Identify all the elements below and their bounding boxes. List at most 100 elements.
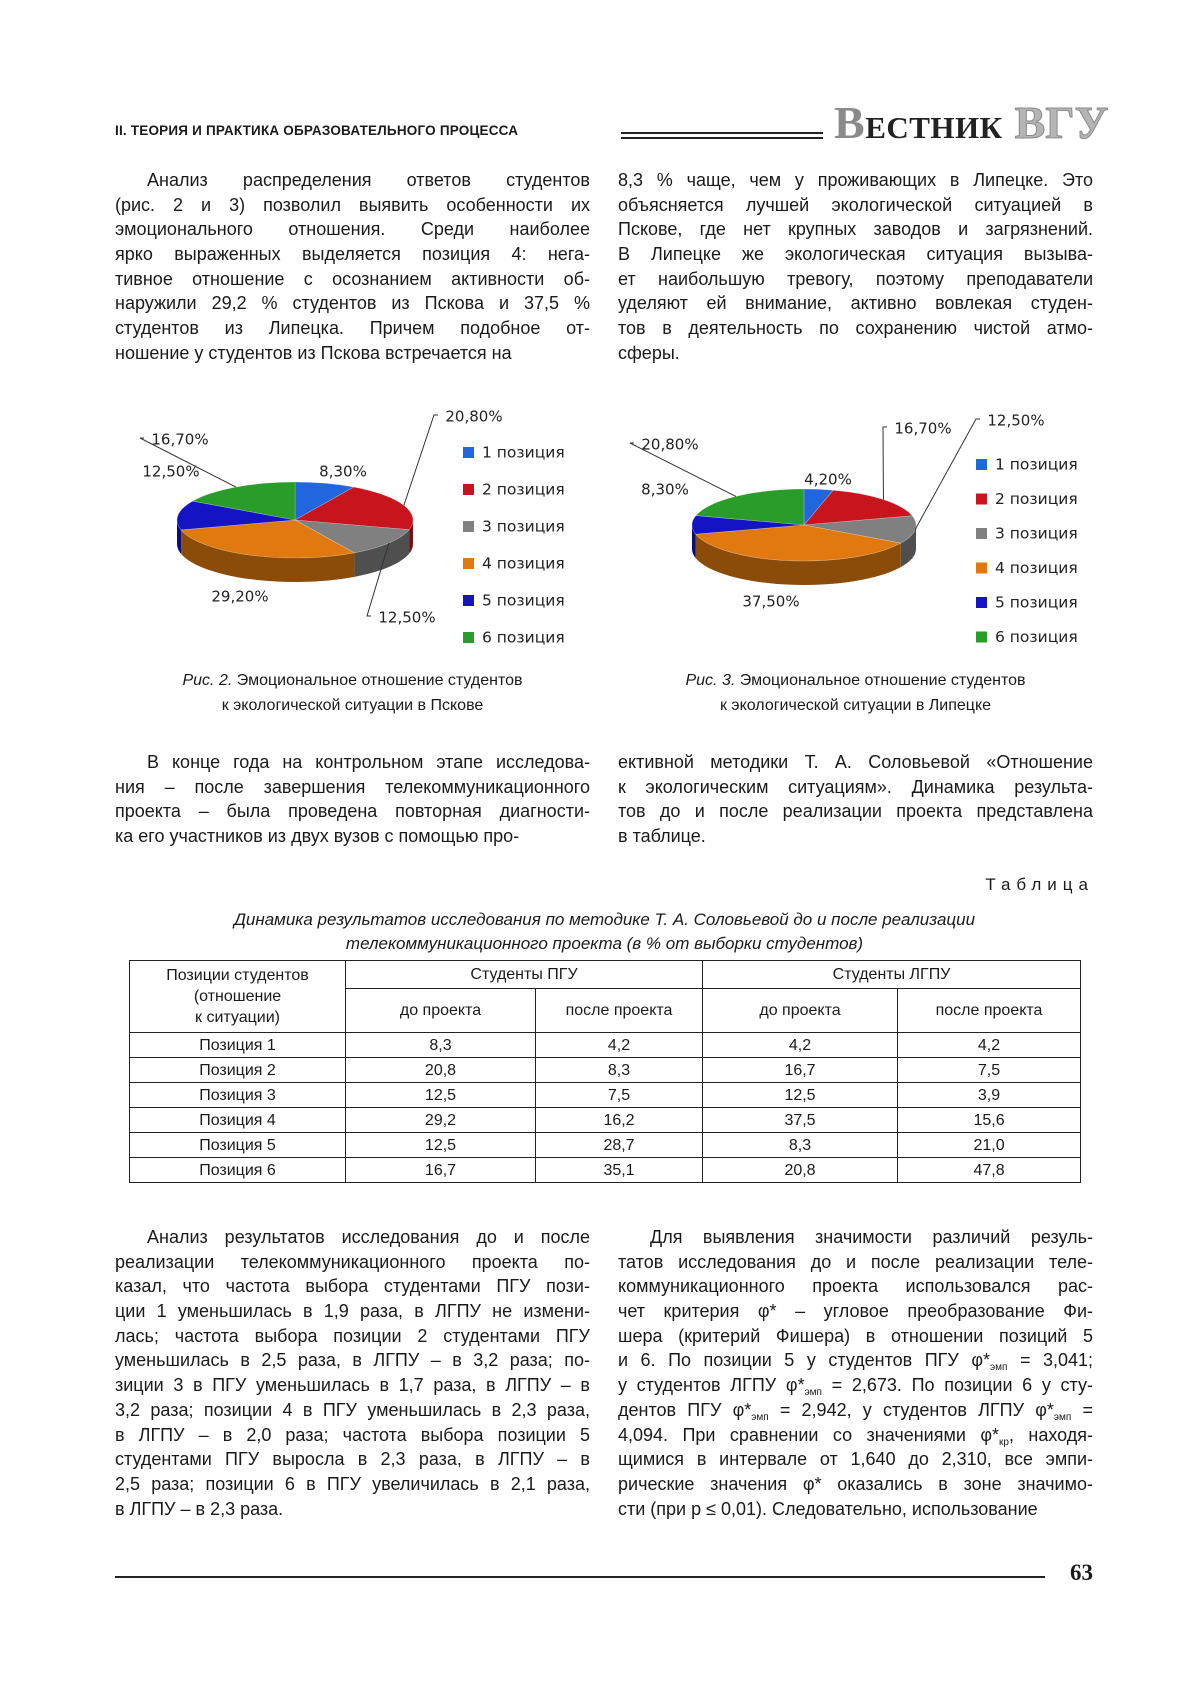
text-run: и 6. По позиции 5 у студентов ПГУ φ* <box>618 1350 990 1370</box>
text-column: Анализ результатов исследования до и пос… <box>115 1225 590 1521</box>
subscript: эмп <box>805 1387 822 1398</box>
legend-swatch <box>976 528 987 539</box>
text-line: ет наибольшую тревогу, поэтому преподава… <box>618 267 1093 292</box>
table-row: Позиция 18,34,24,24,2 <box>130 1033 1081 1058</box>
journal-abbr: ВГУ <box>1015 97 1109 148</box>
data-label: 8,30% <box>641 481 689 499</box>
table-cell: 35,1 <box>536 1158 703 1183</box>
table-cell: 7,5 <box>898 1058 1081 1083</box>
table-cell: 12,5 <box>346 1083 536 1108</box>
text-line: 4,094. При сравнении со значениями φ*кр,… <box>618 1423 1093 1448</box>
table-cell: 16,2 <box>536 1108 703 1133</box>
legend-swatch <box>463 484 474 495</box>
data-label: 29,20% <box>211 588 268 606</box>
text-line: коммуникационного проекта использовался … <box>618 1274 1093 1299</box>
column-header: до проекта <box>703 989 898 1033</box>
text-line: ективной методики Т. А. Соловьевой «Отно… <box>618 750 1093 775</box>
row-header: Позиция 5 <box>130 1133 346 1158</box>
legend-label: 2 позиция <box>995 490 1078 508</box>
data-label: 8,30% <box>319 463 367 481</box>
corner-text: Позиции студентов <box>166 967 309 984</box>
text-line: сти (при p ≤ 0,01). Следовательно, испол… <box>618 1497 1093 1522</box>
footer-rule <box>115 1576 1045 1578</box>
table-cell: 4,2 <box>898 1033 1081 1058</box>
table-title: Динамика результатов исследования по мет… <box>129 908 1080 956</box>
text-line: к экологическим ситуациям». Динамика рез… <box>618 775 1093 800</box>
journal-logo: ВЕСТНИКВГУ <box>834 96 1108 149</box>
table-cell: 20,8 <box>346 1058 536 1083</box>
figure-caption: Рис. 2. Эмоциональное отношение студенто… <box>115 668 590 718</box>
text-line: студентов из Липецка. Причем подобное от… <box>115 316 590 341</box>
text-column: Анализ распределения ответов студентов(р… <box>115 168 590 366</box>
text-line: уделяют ей внимание, активно вовлекая ст… <box>618 291 1093 316</box>
table-cell: 16,7 <box>703 1058 898 1083</box>
legend-swatch <box>463 447 474 458</box>
text-line: татов исследования до и после реализации… <box>618 1250 1093 1275</box>
text-line: ния – после завершения телекоммуникацион… <box>115 775 590 800</box>
legend-label: 3 позиция <box>482 518 565 536</box>
caption-text: к экологической ситуации в Пскове <box>222 697 484 714</box>
text-line: Пскове, где нет крупных заводов и загряз… <box>618 217 1093 242</box>
text-line: ции 1 уменьшилась в 1,9 раза, в ЛГПУ не … <box>115 1299 590 1324</box>
table-cell: 12,5 <box>703 1083 898 1108</box>
text-line: В Липецке же экологическая ситуация вызы… <box>618 242 1093 267</box>
data-label: 12,50% <box>142 463 199 481</box>
data-label: 16,70% <box>894 420 951 438</box>
legend-swatch <box>976 494 987 505</box>
subscript: эмп <box>990 1362 1007 1373</box>
text-line: рические значения φ* оказались в зоне зн… <box>618 1472 1093 1497</box>
text-line: лась; частота выбора позиции 2 студентам… <box>115 1324 590 1349</box>
legend-swatch <box>463 632 474 643</box>
legend-label: 3 позиция <box>995 525 1078 543</box>
subscript: эмп <box>1054 1412 1071 1423</box>
text-line: казал, что частота выбора студентами ПГУ… <box>115 1274 590 1299</box>
text-column: В конце года на контрольном этапе исслед… <box>115 750 590 849</box>
table-row: Позиция 512,528,78,321,0 <box>130 1133 1081 1158</box>
text-run: 4,094. При сравнении со значениями φ* <box>618 1425 999 1445</box>
table-body: Позиции студентов(отношениек ситуации)Ст… <box>130 961 1081 1183</box>
text-line: студентами ПГУ выросла в 2,3 раза, в ЛГП… <box>115 1447 590 1472</box>
table-cell: 8,3 <box>703 1133 898 1158</box>
subscript: эмп <box>751 1412 768 1423</box>
text-column: Для выявления значимости различий резуль… <box>618 1225 1093 1521</box>
data-label: 12,50% <box>378 609 435 627</box>
text-line: объясняется лучшей экологической ситуаци… <box>618 193 1093 218</box>
text-line: ярко выраженных выделяется позиция 4: не… <box>115 242 590 267</box>
data-label: 20,80% <box>641 436 698 454</box>
legend-swatch <box>463 521 474 532</box>
legend-label: 1 позиция <box>482 444 565 462</box>
legend-swatch <box>463 558 474 569</box>
caption-label: Рис. 2. <box>182 672 232 689</box>
row-header: Позиция 2 <box>130 1058 346 1083</box>
row-header: Позиция 4 <box>130 1108 346 1133</box>
text-line: чет критерия φ* – угловое преобразование… <box>618 1299 1093 1324</box>
row-header: Позиция 1 <box>130 1033 346 1058</box>
charts: 8,30% 20,80% 12,50% 29,20% 12,50% 16,70% 1 поз… <box>0 380 1200 670</box>
text-line: ка его участников из двух вузов с помощь… <box>115 824 590 849</box>
text-line: в ЛГПУ – в 2,3 раза. <box>115 1497 590 1522</box>
header-rule <box>621 132 823 139</box>
caption-text: Эмоциональное отношение студентов <box>740 672 1026 689</box>
text-run: у студентов ЛГПУ φ* <box>618 1375 805 1395</box>
table-cell: 21,0 <box>898 1133 1081 1158</box>
text-line: сферы. <box>618 341 1093 366</box>
text-line: реализации телекоммуникационного проекта… <box>115 1250 590 1275</box>
legend-label: 1 позиция <box>995 456 1078 474</box>
legend-swatch <box>976 632 987 643</box>
table-cell: 29,2 <box>346 1108 536 1133</box>
text-column: 8,3 % чаще, чем у проживающих в Липецке.… <box>618 168 1093 366</box>
table-cell: 47,8 <box>898 1158 1081 1183</box>
legend-label: 2 позиция <box>482 481 565 499</box>
table-cell: 8,3 <box>536 1058 703 1083</box>
text-line: (рис. 2 и 3) позволил выявить особенност… <box>115 193 590 218</box>
text-run: = 2,673. По позиции 6 у сту- <box>822 1375 1093 1395</box>
text-line: тов в деятельность по сохранению чистой … <box>618 316 1093 341</box>
table-cell: 28,7 <box>536 1133 703 1158</box>
column-header: до проекта <box>346 989 536 1033</box>
row-header: Позиция 3 <box>130 1083 346 1108</box>
data-label: 20,80% <box>445 408 502 426</box>
text-line: проекта – была проведена повторная диагн… <box>115 799 590 824</box>
table-cell: 7,5 <box>536 1083 703 1108</box>
text-line: Для выявления значимости различий резуль… <box>618 1225 1093 1250</box>
